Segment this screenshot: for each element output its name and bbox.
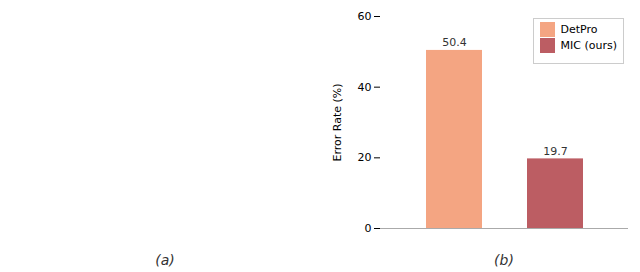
svg-text:20: 20 xyxy=(358,151,372,164)
svg-text:50.4: 50.4 xyxy=(442,36,467,49)
html-text:MIC (ours): MIC (ours) xyxy=(560,39,617,52)
html-text:DetPro: DetPro xyxy=(560,23,598,36)
svg-text:Error Rate (%): Error Rate (%) xyxy=(331,83,344,161)
html-text:(a): (a) xyxy=(155,252,175,268)
html-text:(b): (b) xyxy=(494,252,514,268)
svg-text:0: 0 xyxy=(365,222,372,235)
svg-text:60: 60 xyxy=(358,10,372,23)
svg-text:19.7: 19.7 xyxy=(543,145,568,158)
svg-text:40: 40 xyxy=(358,81,372,94)
